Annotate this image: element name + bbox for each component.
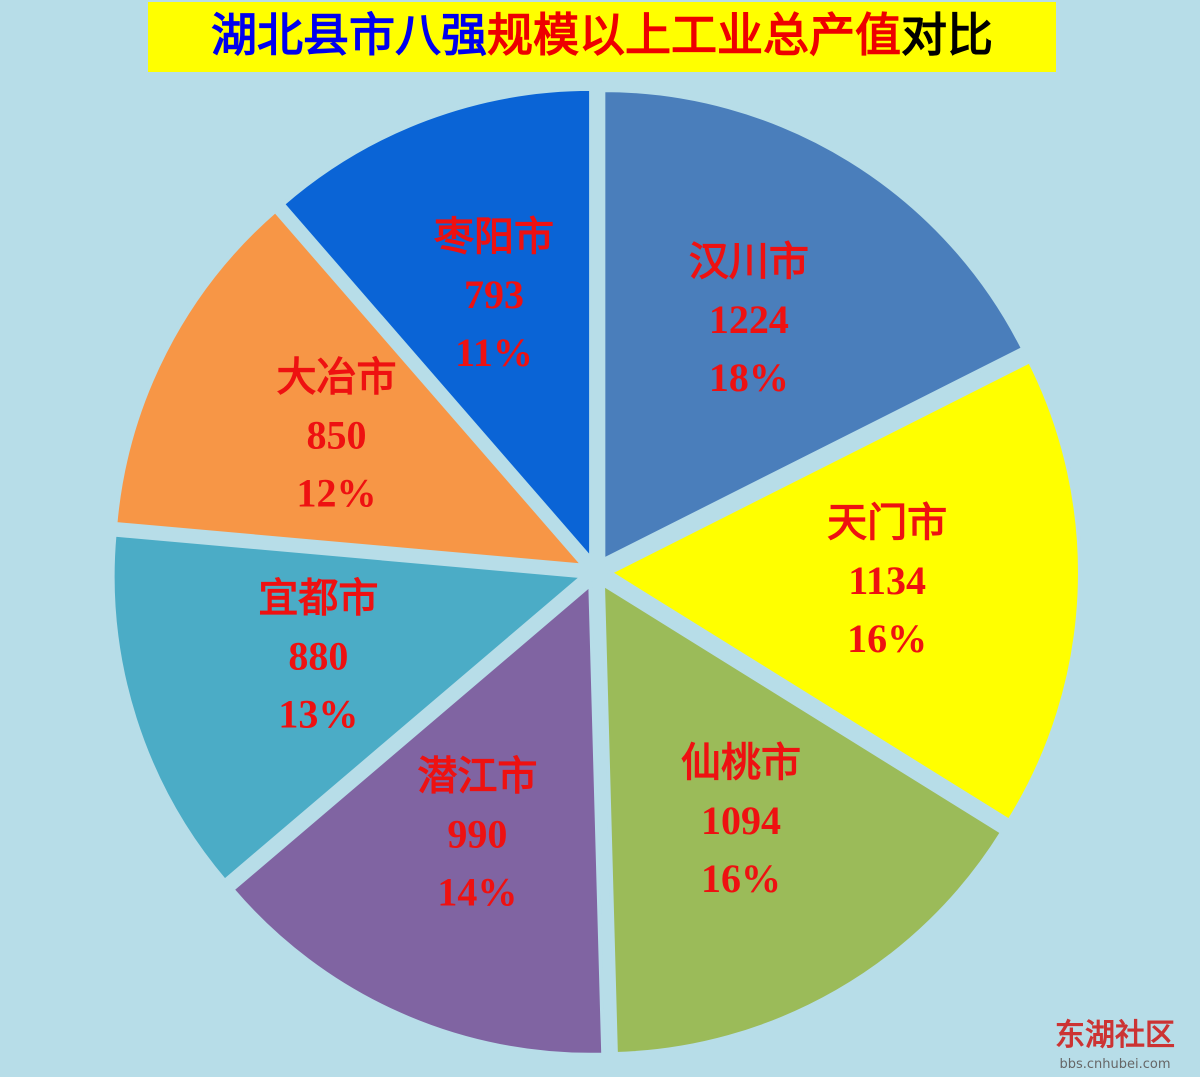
slice-percent: 13% (278, 692, 358, 737)
slice-value: 1134 (848, 558, 926, 603)
title-part: 规模以上工业总产值 (487, 8, 901, 62)
slice-name: 宜都市 (258, 576, 378, 621)
slice-value: 1094 (701, 798, 781, 843)
pie-slice (605, 358, 1082, 824)
slice-name: 汉川市 (689, 239, 809, 284)
title-part: 湖北县市八强 (211, 8, 487, 62)
slice-name: 天门市 (827, 500, 947, 545)
pie-slice (601, 88, 1026, 564)
watermark-name: 东湖社区 (1055, 1018, 1175, 1053)
slice-name: 大冶市 (276, 355, 396, 400)
slice-value: 1224 (709, 297, 789, 342)
slice-percent: 14% (437, 869, 517, 914)
slice-value: 990 (447, 811, 507, 856)
slice-percent: 12% (296, 471, 376, 516)
title-part: 对比 (901, 8, 993, 62)
pie-slice (229, 580, 606, 1057)
title-box (148, 2, 1056, 72)
pie: 汉川市 1224 18% 天门市 1134 16% 仙桃市 1094 16% 潜江市 990 14% 宜… (110, 86, 1082, 1057)
slice-value: 793 (464, 272, 524, 317)
slice-percent: 11% (455, 330, 533, 375)
pie-slice (113, 208, 589, 569)
slice-name: 潜江市 (417, 753, 537, 798)
slice-value: 850 (306, 413, 366, 458)
slice-name: 枣阳市 (433, 214, 554, 259)
slice-percent: 18% (709, 355, 789, 400)
pie-slice (110, 532, 588, 884)
pie-slice (600, 580, 1005, 1057)
slice-percent: 16% (701, 856, 781, 901)
chart-title: 湖北县市八强规模以上工业总产值对比 (211, 8, 993, 62)
slice-percent: 16% (847, 616, 927, 661)
slice-name: 仙桃市 (681, 740, 801, 785)
pie-slice (280, 86, 594, 565)
watermark-url: bbs.cnhubei.com (1059, 1057, 1170, 1072)
slice-value: 880 (288, 634, 348, 679)
